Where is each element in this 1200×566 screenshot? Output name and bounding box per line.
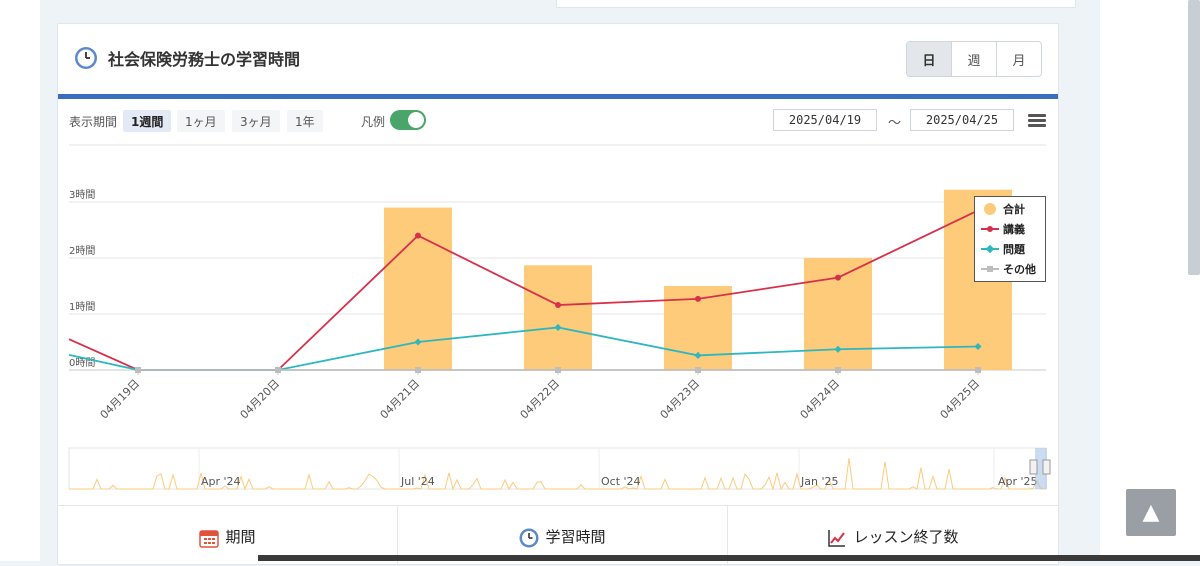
point-problem	[694, 351, 702, 359]
point-problem	[554, 323, 562, 331]
navigator-label: Oct '24	[601, 475, 641, 488]
granularity-day-button[interactable]: 日	[907, 42, 952, 76]
navigator-series	[69, 458, 1045, 491]
bar-total	[384, 207, 452, 370]
point-other	[975, 367, 981, 373]
scroll-to-top-button[interactable]: ▲	[1126, 489, 1176, 536]
point-lecture	[695, 295, 701, 302]
legend-toggle[interactable]	[390, 110, 426, 130]
legend-item-total[interactable]: 合計	[981, 201, 1025, 217]
legend-item-problem[interactable]: 問題	[981, 241, 1025, 257]
point-other	[555, 367, 561, 373]
chart-legend: 合計 講義 問題 その他	[974, 196, 1046, 282]
point-lecture	[555, 302, 561, 309]
x-tick-label: 04月25日	[938, 377, 983, 422]
bar-total	[524, 265, 592, 370]
x-tick-label: 04月21日	[378, 377, 423, 422]
study-time-chart: 0時間 1時間 2時間 3時間 04月19日 04月20日 04月21日 04月22日 04月2…	[68, 144, 1051, 491]
navigator-frame	[68, 447, 1047, 490]
date-separator: 〜	[888, 115, 902, 131]
legend-toggle-label: 凡例	[361, 114, 386, 129]
point-other	[135, 367, 141, 373]
period-label: 表示期間	[69, 114, 118, 129]
point-problem	[974, 342, 982, 351]
point-lecture	[835, 274, 841, 281]
summary-tabs: 期間 学習時間 レッスン終了数	[58, 505, 1058, 566]
tab-lessons-completed[interactable]: レッスン終了数	[728, 506, 1058, 566]
legend-item-lecture[interactable]: 講義	[981, 221, 1025, 237]
card-header: 社会保険労務士の学習時間 日 週 月	[58, 24, 1058, 94]
granularity-month-button[interactable]: 月	[1012, 53, 1026, 69]
calendar-icon	[199, 530, 220, 548]
navigator-label: Jan '25	[800, 475, 838, 488]
navigator-handle-left[interactable]	[1029, 459, 1038, 475]
range-1month-button[interactable]: 1ヶ月	[177, 110, 225, 132]
point-problem	[834, 345, 842, 353]
tab-period[interactable]: 期間	[58, 506, 398, 566]
date-to-input[interactable]: 2025/04/25	[910, 109, 1014, 131]
y-tick-label: 2時間	[69, 245, 95, 257]
page-scrollbar[interactable]	[1188, 0, 1200, 275]
date-from-input[interactable]: 2025/04/19	[773, 109, 877, 131]
y-tick-label: 1時間	[69, 301, 95, 313]
navigator-handle-right[interactable]	[1042, 459, 1051, 475]
navigator-label: Apr '24	[201, 475, 241, 488]
navigator-label: Jul '24	[400, 475, 435, 488]
menu-icon[interactable]	[1028, 114, 1046, 128]
right-margin	[1100, 0, 1200, 561]
navigator-selection	[1035, 448, 1047, 489]
tab-study-time[interactable]: 学習時間	[398, 506, 728, 566]
legend-item-other[interactable]: その他	[981, 261, 1036, 277]
study-time-card: 社会保険労務士の学習時間 日 週 月 表示期間 1週間 1ヶ月 3ヶ月 1年 凡…	[57, 23, 1059, 566]
range-3month-button[interactable]: 3ヶ月	[232, 110, 280, 132]
x-tick-label: 04月22日	[518, 377, 563, 422]
point-other	[695, 367, 701, 373]
point-other	[275, 367, 281, 373]
point-problem	[414, 338, 422, 346]
point-other	[835, 367, 841, 373]
x-tick-label: 04月23日	[658, 377, 703, 422]
granularity-week-button[interactable]: 週	[952, 42, 997, 76]
range-1week-button[interactable]: 1週間	[123, 110, 172, 132]
x-tick-label: 04月24日	[798, 377, 843, 422]
x-tick-label: 04月19日	[98, 377, 143, 422]
point-other	[415, 367, 421, 373]
line-chart-icon	[828, 530, 846, 547]
x-tick-label: 04月20日	[238, 377, 283, 422]
navigator-label: Apr '25	[998, 475, 1038, 488]
upper-panel-edge	[556, 0, 1076, 8]
clock-icon	[519, 528, 539, 548]
accent-bar	[58, 94, 1058, 99]
y-tick-label: 0時間	[69, 357, 95, 369]
left-margin	[0, 0, 40, 561]
granularity-selector: 日 週 月	[906, 41, 1042, 77]
clock-icon	[75, 47, 97, 69]
range-1year-button[interactable]: 1年	[287, 110, 323, 132]
y-tick-label: 3時間	[69, 189, 95, 201]
toggle-knob	[408, 112, 424, 128]
taskbar-strip	[258, 555, 1200, 561]
point-lecture	[415, 232, 421, 239]
card-title: 社会保険労務士の学習時間	[108, 50, 301, 69]
